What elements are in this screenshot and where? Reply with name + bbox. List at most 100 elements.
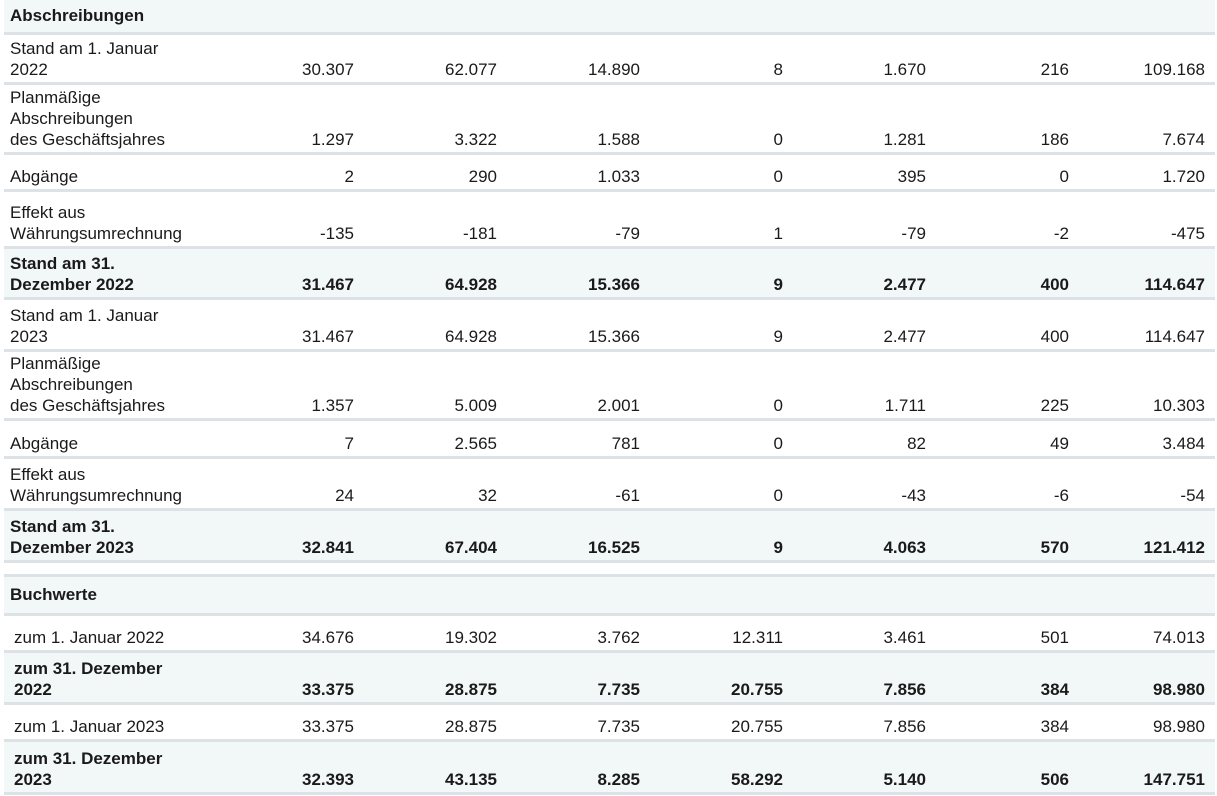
value-cell: 225	[1040, 396, 1069, 415]
asset-schedule-table: Abschreibungen Stand am 1. Januar 2022 30.…	[4, 0, 1215, 795]
row-label: Abgänge	[10, 434, 79, 453]
row-label: zum 31. Dezember 2023	[14, 749, 163, 789]
row-label: zum 1. Januar 2022	[14, 628, 165, 647]
value-cell: 8	[773, 60, 783, 79]
value-cell: 3.322	[454, 130, 497, 149]
table-row: Stand am 1. Januar 2022 30.307 62.077 14.890…	[4, 35, 1215, 85]
value-cell: 5.140	[883, 770, 926, 789]
table-row: Stand am 1. Januar 2023 31.467 64.928 15.366…	[4, 300, 1215, 352]
table-row: zum 1. Januar 2023 33.375 28.875 7.735 20.75…	[4, 705, 1215, 742]
table-row: Stand am 31. Dezember 2022 31.467 64.928 15.…	[4, 249, 1215, 300]
value-cell: -135	[319, 224, 354, 243]
value-cell: 43.135	[445, 770, 497, 789]
value-cell: 1.588	[597, 130, 640, 149]
value-cell: 147.751	[1143, 770, 1205, 789]
value-cell: 5.009	[454, 396, 497, 415]
table-row: Abgänge 2 290 1.033 0 395 0 1.720	[4, 155, 1215, 192]
value-cell: 32.393	[302, 770, 354, 789]
section-title: Buchwerte	[10, 584, 97, 604]
value-cell: 121.412	[1143, 538, 1205, 557]
row-label: Abgänge	[10, 167, 79, 186]
value-cell: 9	[773, 327, 783, 346]
value-cell: 400	[1040, 327, 1069, 346]
value-cell: 114.647	[1144, 327, 1205, 346]
section-header-buchwerte: Buchwerte	[4, 577, 1215, 616]
row-label: Effekt aus Währungsumrechnung	[10, 203, 182, 243]
value-cell: 62.077	[445, 60, 497, 79]
value-cell: 7	[344, 434, 354, 453]
value-cell: 15.366	[588, 275, 640, 294]
value-cell: 34.676	[302, 628, 354, 647]
value-cell: 7.674	[1162, 130, 1205, 149]
value-cell: 501	[1040, 628, 1069, 647]
value-cell: 82	[907, 434, 926, 453]
section-spacer	[4, 563, 1215, 577]
value-cell: 20.755	[731, 680, 783, 699]
value-cell: 9	[773, 538, 783, 557]
value-cell: 114.647	[1144, 275, 1205, 294]
value-cell: 49	[1050, 434, 1069, 453]
table-row: Planmäßige Abschreibungen des Geschäftsjah…	[4, 352, 1215, 421]
value-cell: 1.297	[311, 130, 354, 149]
table-row: Planmäßige Abschreibungen des Geschäftsjah…	[4, 85, 1215, 155]
value-cell: -6	[1053, 486, 1069, 505]
value-cell: 8.285	[597, 770, 640, 789]
row-label: Planmäßige Abschreibungen des Geschäftsjah…	[10, 354, 165, 415]
row-label: Stand am 1. Januar 2023	[10, 306, 159, 346]
value-cell: 19.302	[445, 628, 497, 647]
row-label: Stand am 31. Dezember 2022	[10, 254, 134, 294]
value-cell: 0	[1059, 167, 1069, 186]
value-cell: 28.875	[445, 680, 497, 699]
value-cell: 290	[468, 167, 497, 186]
value-cell: 3.762	[597, 628, 640, 647]
row-label: zum 1. Januar 2023	[14, 717, 165, 736]
value-cell: 33.375	[302, 680, 354, 699]
value-cell: 7.735	[597, 717, 640, 736]
value-cell: 33.375	[302, 717, 354, 736]
value-cell: 98.980	[1153, 680, 1205, 699]
value-cell: 2	[344, 167, 354, 186]
value-cell: 32.841	[302, 538, 354, 557]
row-label: Stand am 1. Januar 2022	[10, 39, 159, 79]
row-label: zum 31. Dezember 2022	[14, 659, 163, 699]
value-cell: 1	[773, 224, 783, 243]
value-cell: 20.755	[731, 717, 783, 736]
table-row: Stand am 31. Dezember 2023 32.841 67.404 16.…	[4, 511, 1215, 563]
value-cell: 781	[611, 434, 640, 453]
value-cell: 31.467	[302, 275, 354, 294]
value-cell: 1.357	[311, 396, 354, 415]
buchwerte-rows: zum 1. Januar 2022 34.676 19.302 3.762 12.31…	[4, 616, 1215, 795]
table-row: zum 31. Dezember 2022 33.375 28.875 7.735 20.…	[4, 653, 1215, 705]
value-cell: 216	[1040, 60, 1069, 79]
value-cell: 506	[1040, 770, 1069, 789]
value-cell: 2.565	[454, 434, 497, 453]
value-cell: 1.711	[884, 396, 926, 415]
value-cell: 0	[773, 396, 783, 415]
value-cell: 7.856	[883, 717, 926, 736]
value-cell: -43	[901, 486, 926, 505]
table-row: zum 31. Dezember 2023 32.393 43.135 8.285 58.…	[4, 742, 1215, 795]
table-row: Abgänge 7 2.565 781 0 82 49 3.484	[4, 421, 1215, 459]
value-cell: -181	[462, 224, 497, 243]
value-cell: 0	[773, 167, 783, 186]
value-cell: 74.013	[1153, 628, 1205, 647]
value-cell: 24	[335, 486, 354, 505]
value-cell: 15.366	[588, 327, 640, 346]
value-cell: 7.856	[883, 680, 926, 699]
value-cell: 395	[897, 167, 926, 186]
value-cell: -61	[615, 486, 640, 505]
abschreibungen-rows: Stand am 1. Januar 2022 30.307 62.077 14.890…	[4, 35, 1215, 563]
value-cell: 67.404	[445, 538, 497, 557]
value-cell: 3.484	[1162, 434, 1205, 453]
value-cell: 3.461	[883, 628, 926, 647]
value-cell: 9	[773, 275, 783, 294]
value-cell: 10.303	[1153, 396, 1205, 415]
value-cell: -79	[615, 224, 640, 243]
value-cell: 16.525	[588, 538, 640, 557]
value-cell: 1.281	[883, 130, 926, 149]
value-cell: 98.980	[1153, 717, 1205, 736]
row-label: Planmäßige Abschreibungen des Geschäftsjah…	[10, 88, 165, 149]
table-row: zum 1. Januar 2022 34.676 19.302 3.762 12.31…	[4, 616, 1215, 653]
value-cell: 109.168	[1143, 60, 1205, 79]
value-cell: 0	[773, 486, 783, 505]
